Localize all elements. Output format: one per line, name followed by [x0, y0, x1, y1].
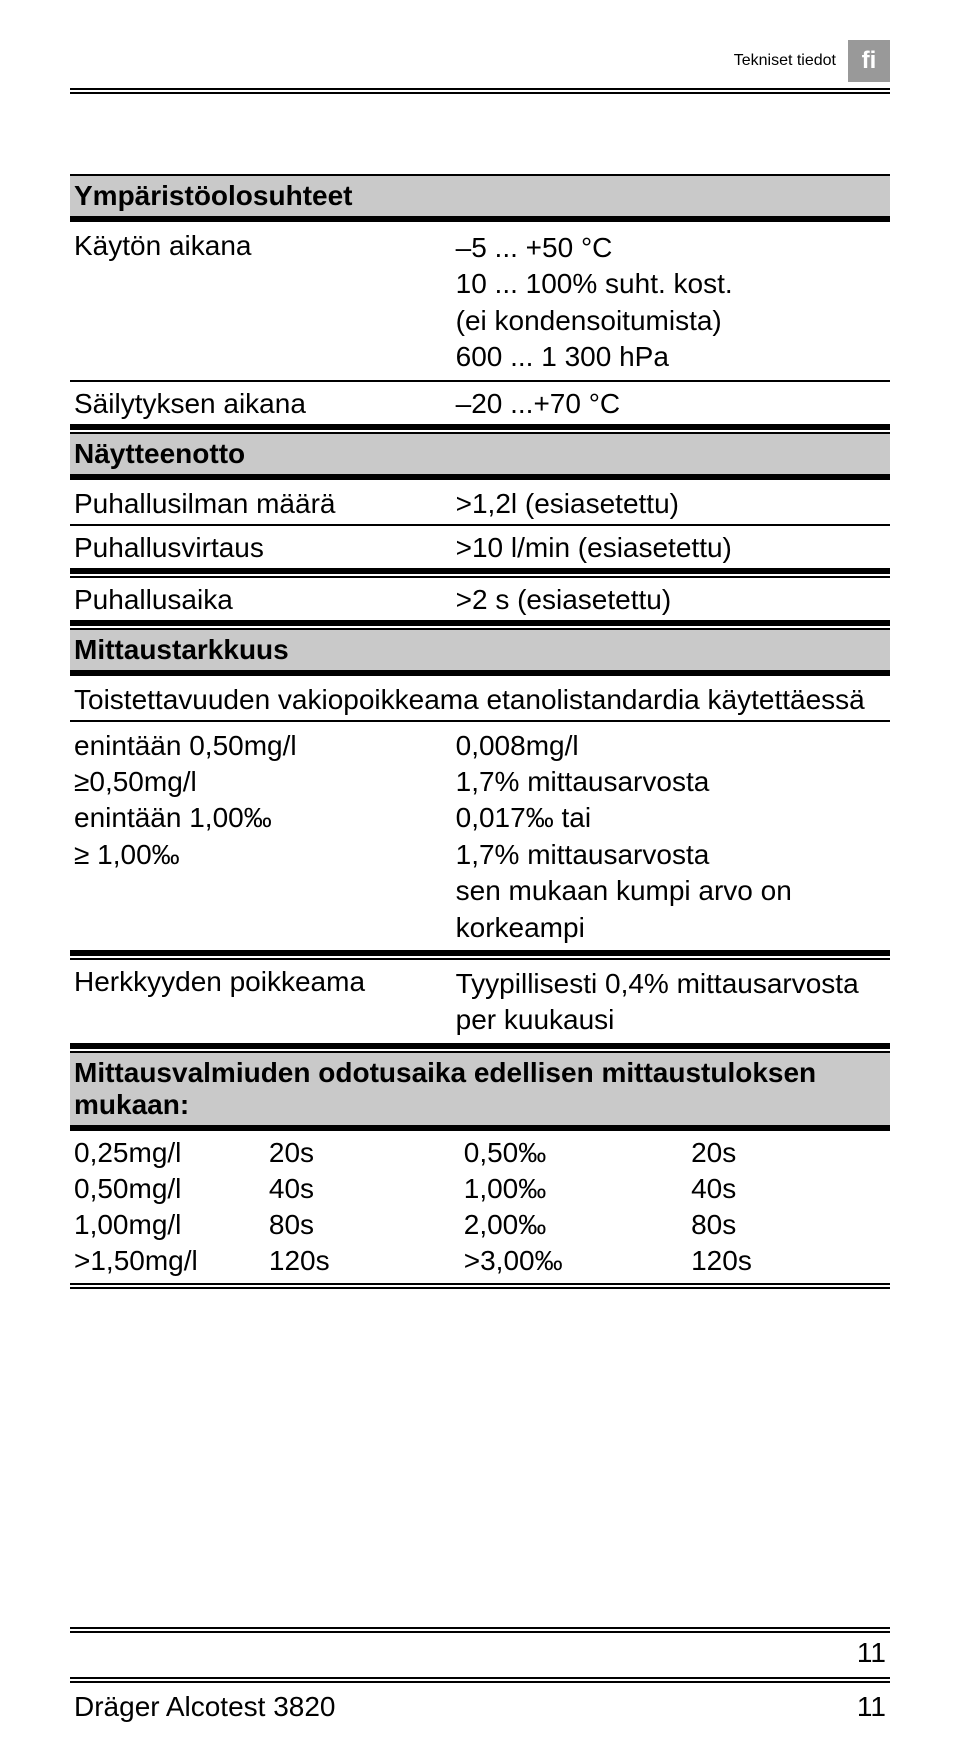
footer-page: 11 — [857, 1691, 886, 1723]
env-usage-label: Käytön aikana — [74, 230, 456, 376]
accuracy-row-a: enintään 0,50mg/l ≥0,50mg/l enintään 1,0… — [70, 720, 890, 950]
ready-r3-c2: 120s — [269, 1245, 464, 1277]
sample-row-flow: Puhallusvirtaus >10 l/min (esiasetettu) — [70, 524, 890, 568]
sample-volume-value: >1,2l (esiasetettu) — [456, 488, 886, 520]
footer-divider-top — [70, 1627, 890, 1633]
header-title: Tekniset tiedot — [734, 52, 836, 70]
ready-row-0: 0,25mg/l 20s 0,50‰ 20s — [70, 1135, 890, 1171]
env-row-storage: Säilytyksen aikana –20 ...+70 °C — [70, 380, 890, 424]
ready-r1-c4: 40s — [691, 1173, 886, 1205]
accuracy-a-l1: enintään 0,50mg/l — [74, 728, 456, 764]
env-usage-v1: –5 ... +50 °C — [456, 230, 886, 266]
sample-time-value: >2 s (esiasetettu) — [456, 584, 886, 616]
ready-row-3: >1,50mg/l 120s >3,00‰ 120s — [70, 1243, 890, 1279]
footer-divider-mid — [70, 1677, 890, 1683]
accuracy-a-r2: 1,7% mittausarvosta — [456, 764, 886, 800]
env-storage-label: Säilytyksen aikana — [74, 388, 456, 420]
ready-row-1: 0,50mg/l 40s 1,00‰ 40s — [70, 1171, 890, 1207]
section-accuracy-heading: Mittaustarkkuus — [70, 628, 890, 670]
ready-r3-c3: >3,00‰ — [464, 1245, 691, 1277]
ready-r1-c2: 40s — [269, 1173, 464, 1205]
accuracy-a-right: 0,008mg/l 1,7% mittausarvosta 0,017‰ tai… — [456, 728, 886, 946]
section-ready-heading: Mittausvalmiuden odotusaika edellisen mi… — [70, 1051, 890, 1125]
ready-r2-c1: 1,00mg/l — [74, 1209, 269, 1241]
spacer — [70, 94, 890, 174]
ready-r3-c4: 120s — [691, 1245, 886, 1277]
page-header: Tekniset tiedot fi — [70, 40, 890, 82]
accuracy-b-right: Tyypillisesti 0,4% mittausarvosta per ku… — [456, 966, 886, 1039]
sample-volume-label: Puhallusilman määrä — [74, 488, 456, 520]
env-row-usage: Käytön aikana –5 ... +50 °C 10 ... 100% … — [70, 226, 890, 380]
ready-row-2: 1,00mg/l 80s 2,00‰ 80s — [70, 1207, 890, 1243]
ready-r1-c3: 1,00‰ — [464, 1173, 691, 1205]
accuracy-a-r5: sen mukaan kumpi arvo on korkeampi — [456, 873, 886, 946]
language-badge: fi — [848, 40, 890, 82]
env-usage-v4: 600 ... 1 300 hPa — [456, 339, 886, 375]
accuracy-a-r1: 0,008mg/l — [456, 728, 886, 764]
ready-r0-c4: 20s — [691, 1137, 886, 1169]
accuracy-a-r4: 1,7% mittausarvosta — [456, 837, 886, 873]
ready-r0-c1: 0,25mg/l — [74, 1137, 269, 1169]
ready-r2-c3: 2,00‰ — [464, 1209, 691, 1241]
sample-row-volume: Puhallusilman määrä >1,2l (esiasetettu) — [70, 484, 890, 524]
accuracy-a-left: enintään 0,50mg/l ≥0,50mg/l enintään 1,0… — [74, 728, 456, 946]
env-usage-v3: (ei kondensoitumista) — [456, 303, 886, 339]
accuracy-a-l3: enintään 1,00‰ — [74, 800, 456, 836]
ready-r3-c1: >1,50mg/l — [74, 1245, 269, 1277]
accuracy-a-l4: ≥ 1,00‰ — [74, 837, 456, 873]
env-usage-v2: 10 ... 100% suht. kost. — [456, 266, 886, 302]
accuracy-b-r1: Tyypillisesti 0,4% mittausarvosta — [456, 966, 886, 1002]
ready-r0-c2: 20s — [269, 1137, 464, 1169]
section-env-heading: Ympäristöolosuhteet — [70, 174, 890, 216]
env-storage-value: –20 ...+70 °C — [456, 388, 886, 420]
accuracy-subtitle-text: Toistettavuuden vakiopoikkeama etanolist… — [74, 684, 865, 716]
accuracy-b-r2: per kuukausi — [456, 1002, 886, 1038]
ready-r2-c4: 80s — [691, 1209, 886, 1241]
accuracy-subtitle: Toistettavuuden vakiopoikkeama etanolist… — [70, 680, 890, 720]
section-sample-heading: Näytteenotto — [70, 432, 890, 474]
sample-flow-value: >10 l/min (esiasetettu) — [456, 532, 886, 564]
footer-page-above: 11 — [70, 1635, 890, 1677]
accuracy-row-b: Herkkyyden poikkeama Tyypillisesti 0,4% … — [70, 958, 890, 1043]
ready-r0-c3: 0,50‰ — [464, 1137, 691, 1169]
ready-r2-c2: 80s — [269, 1209, 464, 1241]
env-usage-values: –5 ... +50 °C 10 ... 100% suht. kost. (e… — [456, 230, 886, 376]
accuracy-b-label: Herkkyyden poikkeama — [74, 966, 456, 1039]
sample-row-time: Puhallusaika >2 s (esiasetettu) — [70, 576, 890, 620]
sample-flow-label: Puhallusvirtaus — [74, 532, 456, 564]
body-spacer — [70, 1289, 890, 1627]
footer-product: Dräger Alcotest 3820 — [74, 1691, 336, 1723]
accuracy-a-l2: ≥0,50mg/l — [74, 764, 456, 800]
page-footer: 11 Dräger Alcotest 3820 11 — [70, 1627, 890, 1723]
ready-r1-c1: 0,50mg/l — [74, 1173, 269, 1205]
accuracy-a-r3: 0,017‰ tai — [456, 800, 886, 836]
footer-bottom-row: Dräger Alcotest 3820 11 — [70, 1685, 890, 1723]
sample-time-label: Puhallusaika — [74, 584, 456, 616]
